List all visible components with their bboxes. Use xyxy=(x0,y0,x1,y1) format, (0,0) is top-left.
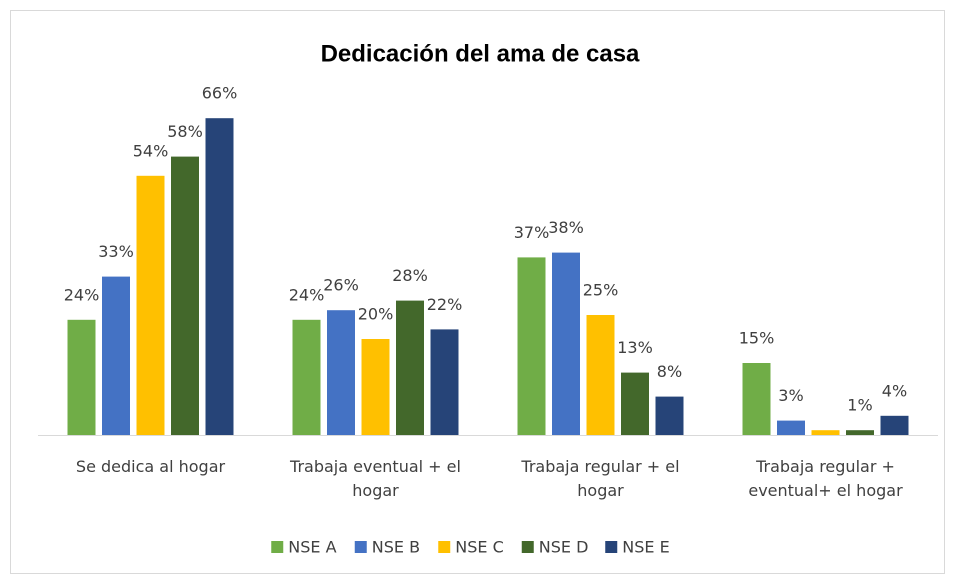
x-tick-label: Trabaja regular + eventual+ el hogar xyxy=(748,457,903,500)
legend-swatch xyxy=(438,541,451,553)
bar xyxy=(136,175,165,436)
bar xyxy=(586,315,615,435)
bar xyxy=(205,118,234,435)
data-label: 8% xyxy=(657,362,682,381)
bar xyxy=(327,310,355,435)
data-label: 54% xyxy=(133,141,169,160)
bar xyxy=(846,430,874,435)
legend-label: NSE E xyxy=(622,538,669,557)
legend-label: NSE C xyxy=(455,538,504,557)
data-label: 24% xyxy=(289,285,325,304)
bar xyxy=(880,415,909,435)
data-label: 33% xyxy=(98,242,134,261)
bar xyxy=(361,339,390,435)
data-label: 37% xyxy=(514,223,550,242)
data-label: 4% xyxy=(882,381,907,400)
data-label: 24% xyxy=(64,285,100,304)
x-tick-label: Se dedica al hogar xyxy=(75,457,226,476)
data-label: 20% xyxy=(358,305,394,324)
legend-label: NSE D xyxy=(539,538,589,557)
bar xyxy=(811,430,840,435)
legend-swatch xyxy=(605,541,618,553)
data-label: 26% xyxy=(323,276,359,295)
legend-label: NSE A xyxy=(288,538,336,557)
bar xyxy=(430,329,459,435)
data-label: 58% xyxy=(167,122,203,141)
data-label: 28% xyxy=(392,266,428,285)
legend-label: NSE B xyxy=(372,538,420,557)
x-tick-label: Trabaja regular + el hogar xyxy=(521,457,680,500)
legend-swatch xyxy=(271,541,284,553)
bar xyxy=(171,156,199,435)
data-label: 1% xyxy=(847,396,872,415)
bar xyxy=(655,396,684,435)
bar xyxy=(517,257,546,435)
bar xyxy=(396,300,424,435)
data-label: 15% xyxy=(739,329,775,348)
bar xyxy=(742,363,771,435)
bar xyxy=(552,252,580,435)
data-label: 3% xyxy=(778,386,803,405)
chart-border xyxy=(10,10,945,574)
chart-title: Dedicación del ama de casa xyxy=(321,40,640,67)
x-tick-label: Trabaja eventual + el hogar xyxy=(290,457,461,500)
bar xyxy=(67,319,96,435)
bar xyxy=(292,319,321,435)
data-label: 13% xyxy=(617,338,653,357)
data-label: 22% xyxy=(427,295,463,314)
bar xyxy=(102,276,130,435)
legend-swatch xyxy=(354,541,367,553)
data-label: 25% xyxy=(583,281,619,300)
bar xyxy=(777,420,805,435)
legend-swatch xyxy=(521,541,534,553)
data-label: 66% xyxy=(202,84,238,103)
bar xyxy=(621,372,649,435)
data-label: 38% xyxy=(548,218,584,237)
